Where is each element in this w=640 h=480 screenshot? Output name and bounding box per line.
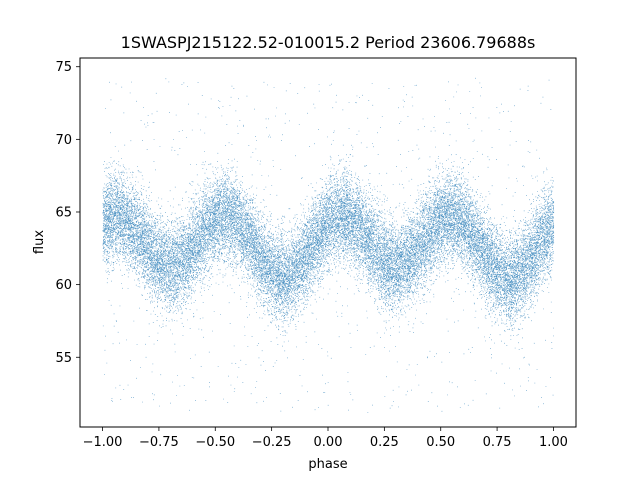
x-tick-label: 0.50 (426, 435, 455, 450)
y-tick-label: 60 (55, 278, 72, 293)
x-tick-label: 0.75 (483, 435, 512, 450)
y-axis-ticks: 55 60 65 70 75 (55, 60, 80, 366)
plot-frame (79, 57, 577, 428)
x-tick-label: −1.00 (83, 435, 123, 450)
x-tick-label: 1.00 (539, 435, 568, 450)
x-tick-label: −0.50 (195, 435, 235, 450)
y-tick-label: 75 (55, 60, 72, 75)
x-tick-label: 0.25 (370, 435, 399, 450)
y-tick-label: 55 (55, 351, 72, 366)
chart-title: 1SWASPJ215122.52-010015.2 Period 23606.7… (121, 33, 536, 52)
x-axis-ticks: −1.00 −0.75 −0.50 −0.25 0.00 0.25 0.50 0.75 1.00 (83, 427, 568, 450)
x-tick-label: 0.00 (314, 435, 343, 450)
x-tick-label: −0.75 (139, 435, 179, 450)
x-axis-label: phase (308, 457, 347, 472)
y-tick-label: 70 (55, 133, 72, 148)
x-tick-label: −0.25 (252, 435, 292, 450)
y-axis-label: flux (32, 230, 47, 254)
y-tick-label: 65 (55, 205, 72, 220)
